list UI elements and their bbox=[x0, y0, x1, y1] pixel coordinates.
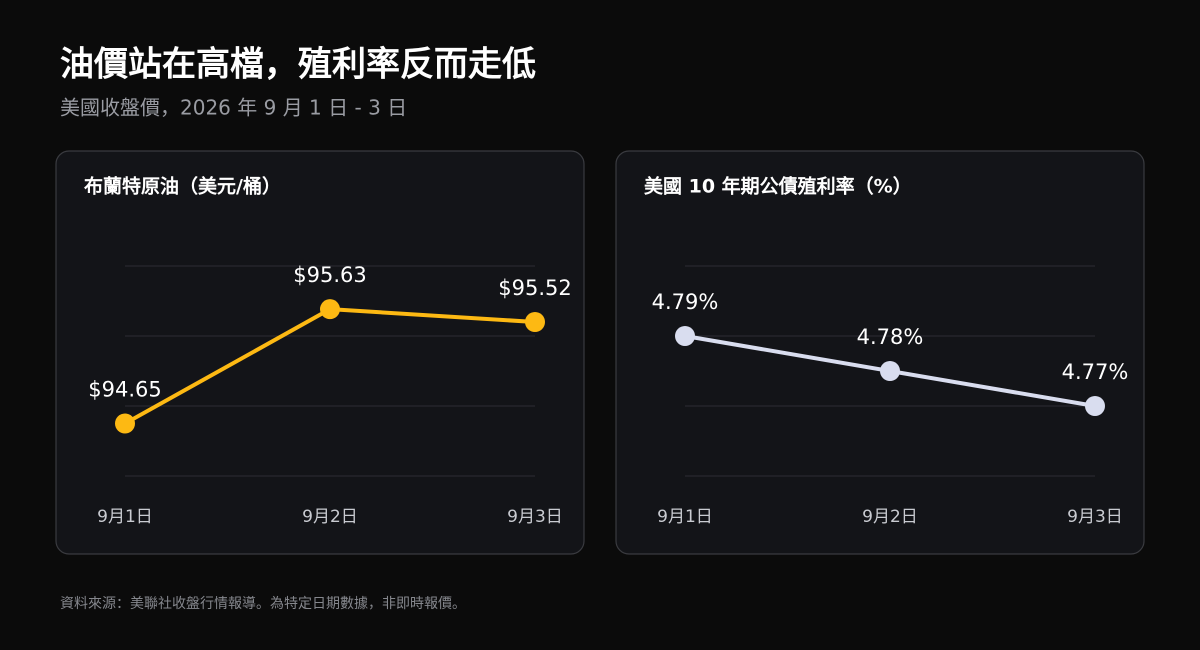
x-tick-label: 9月2日 bbox=[302, 507, 358, 527]
data-point bbox=[525, 312, 545, 332]
chart-title: 美國 10 年期公債殖利率（%） bbox=[644, 175, 912, 198]
data-point bbox=[115, 413, 135, 434]
x-tick-label: 9月3日 bbox=[1067, 507, 1123, 527]
data-point bbox=[320, 299, 340, 320]
page-title: 油價站在高檔，殖利率反而走低 bbox=[60, 45, 536, 85]
chart-title: 布蘭特原油（美元/桶） bbox=[84, 175, 281, 198]
data-label: 4.79% bbox=[652, 290, 719, 314]
data-label: $95.63 bbox=[293, 263, 366, 287]
source-note: 資料來源：美聯社收盤行情報導。為特定日期數據，非即時報價。 bbox=[60, 595, 466, 612]
data-label: 4.78% bbox=[857, 325, 924, 349]
data-label: 4.77% bbox=[1062, 360, 1129, 384]
chart-panel bbox=[615, 150, 1145, 555]
page-subtitle: 美國收盤價，2026 年 9 月 1 日 - 3 日 bbox=[60, 96, 407, 120]
data-label: $95.52 bbox=[498, 276, 571, 300]
data-point bbox=[1085, 396, 1105, 416]
data-label: $94.65 bbox=[88, 378, 161, 402]
chart-panel bbox=[55, 150, 585, 555]
data-point bbox=[675, 326, 695, 346]
data-point bbox=[880, 361, 900, 381]
x-tick-label: 9月1日 bbox=[657, 507, 713, 527]
x-tick-label: 9月3日 bbox=[507, 507, 563, 527]
x-tick-label: 9月2日 bbox=[862, 507, 918, 527]
x-tick-label: 9月1日 bbox=[97, 507, 153, 527]
